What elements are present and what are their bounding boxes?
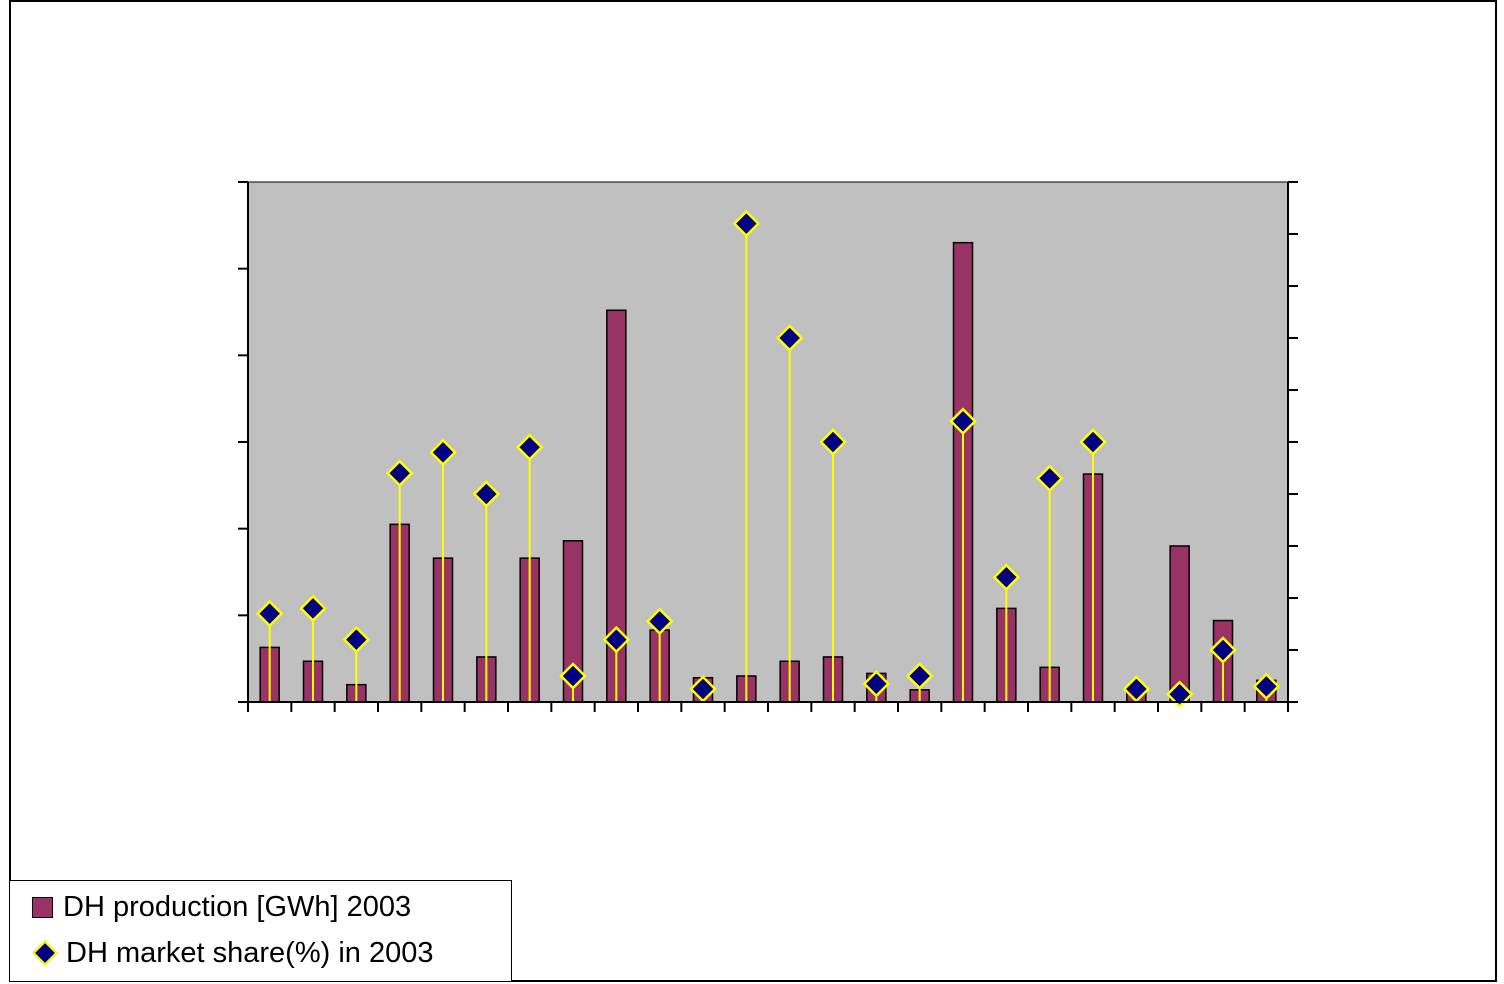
marker-6 <box>515 433 544 461</box>
marker-0 <box>255 599 284 628</box>
marker-5 <box>472 480 501 508</box>
marker-11 <box>732 209 761 238</box>
plot-area <box>247 181 1289 703</box>
marker-22 <box>1209 636 1237 664</box>
bar-21 <box>1169 545 1190 703</box>
marker-23 <box>1252 672 1281 701</box>
marker-7 <box>559 662 587 690</box>
marker-4 <box>429 438 457 467</box>
marker-14 <box>862 670 891 698</box>
marker-12 <box>775 324 804 352</box>
legend-label-market-share: DH market share(%) in 2003 <box>66 936 434 969</box>
marker-2 <box>342 625 371 654</box>
marker-15 <box>905 662 934 690</box>
marker-17 <box>992 563 1021 591</box>
marker-16 <box>949 407 977 435</box>
marker-9 <box>645 607 674 636</box>
legend-bar-swatch <box>32 896 53 918</box>
legend-item-production: DH production [GWh] 2003 <box>10 885 411 929</box>
marker-13 <box>819 428 847 456</box>
marker-18 <box>1035 464 1064 493</box>
legend-diamond-swatch <box>32 940 58 966</box>
legend-item-market-share: DH market share(%) in 2003 <box>10 931 433 975</box>
marker-1 <box>299 594 327 623</box>
marker-8 <box>602 625 631 654</box>
marker-3 <box>385 459 414 487</box>
marker-19 <box>1079 428 1107 456</box>
legend: DH production [GWh] 2003 DH market share… <box>9 880 512 982</box>
legend-label-production: DH production [GWh] 2003 <box>63 890 412 923</box>
marker-21 <box>1165 680 1194 708</box>
